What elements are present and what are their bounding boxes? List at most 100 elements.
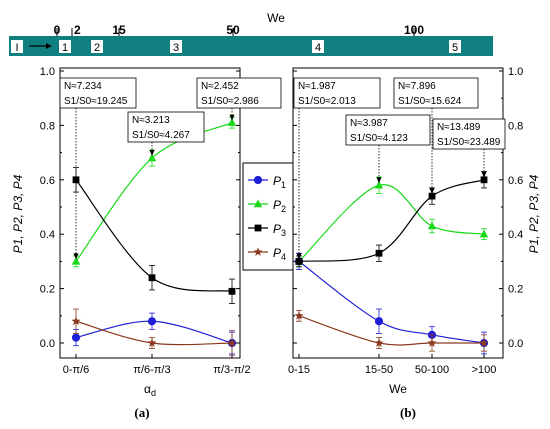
we-bar-segment-label: I: [15, 42, 18, 54]
annotation-ratio: S1/S0≈4.123: [350, 133, 408, 144]
we-bar-segment-box: [91, 40, 103, 53]
legend-label-p4: P4: [273, 246, 286, 262]
we-bar-tick-label: 100: [404, 23, 424, 37]
legend-marker-p2: [253, 199, 263, 208]
x-tick-label: 15-50: [365, 364, 393, 376]
annotation-arrowhead: [481, 171, 487, 178]
panel-a: 0.0 0.2 0.4 0.6 0.8 1.0 0-π/6 π/6-π/3 π/3-π/2 P1…: [11, 66, 282, 420]
annotation-n: N≈3.213: [132, 115, 170, 126]
annotation-box: [59, 77, 137, 109]
series-line-p2: [298, 184, 485, 262]
we-bar-band: [9, 36, 493, 56]
legend-label-p1: P1: [273, 174, 286, 190]
annotation-n: N≈2.452: [201, 81, 239, 92]
annotation-n: N≈3.987: [350, 118, 388, 129]
data-point-p4: [427, 338, 437, 347]
data-point-p1: [147, 317, 157, 326]
panel-b: 0.0 0.2 0.4 0.6 0.8 1.0 0-15 15-50 50-100 >100 P1…: [288, 66, 541, 420]
annotation-ratio: S1/S0≈2.986: [201, 96, 259, 107]
annotation-box: [393, 77, 479, 109]
data-point-p1: [71, 333, 81, 342]
panel-b-frame: [292, 67, 504, 359]
y-tick-label: 0.8: [40, 120, 55, 132]
we-bar-title: We: [267, 11, 285, 25]
data-point-p2: [147, 153, 157, 162]
y-axis-label: P1, P2, P3, P4: [527, 174, 541, 253]
annotation-box: [432, 118, 506, 150]
annotation-arrowhead: [73, 253, 79, 260]
annotation-ratio: S1/S0≈15.624: [398, 96, 462, 107]
x-tick-label: π/6-π/3: [133, 364, 170, 376]
we-bar-ticks: 0 2 15 50 100: [54, 23, 424, 56]
annotation-n: N≈13.489: [437, 122, 481, 133]
we-bar-segment-label: 4: [315, 42, 321, 54]
panel-b-xlabel: We: [389, 382, 407, 396]
y-tick-label: 0.8: [508, 120, 523, 132]
data-point-p3: [428, 192, 436, 200]
y-tick-label: 0.0: [508, 338, 523, 350]
we-bar-segment-label: 5: [452, 42, 458, 54]
annotation-ratio: S1/S0≈23.489: [437, 137, 501, 148]
annotation-n: N≈1.987: [298, 81, 336, 92]
data-point-p1: [374, 317, 384, 326]
panel-a-annotations: N≈7.234 S1/S0≈19.245 N≈3.213 S1/S0≈4.267 N≈2…: [59, 77, 282, 260]
data-point-p3: [295, 258, 303, 265]
panel-b-ylabel: P1, P2, P3, P4: [527, 174, 541, 253]
we-bar-tick-label: 15: [112, 23, 126, 37]
legend-label-p2: P2: [273, 198, 286, 214]
we-bar-segment-label: 2: [94, 42, 100, 54]
we-bar-segment-box: [59, 40, 71, 53]
we-bar-tick-label: 50: [226, 23, 240, 37]
annotation-arrowhead: [429, 188, 435, 195]
we-bar-segment-label: 3: [173, 42, 179, 54]
we-bar-segments: I 1 2 3 4 5: [11, 40, 461, 54]
we-bar-tick-label: 0: [54, 23, 61, 37]
panel-a-axes: 0.0 0.2 0.4 0.6 0.8 1.0 0-π/6 π/6-π/3 π/3-π/2: [40, 66, 251, 376]
annotation-box: [127, 111, 205, 143]
data-point-p3: [480, 176, 488, 184]
series-line-p3: [298, 179, 485, 262]
y-tick-label: 0.2: [508, 284, 523, 296]
panel-b-axes: 0.0 0.2 0.4 0.6 0.8 1.0 0-15 15-50 50-100 >100: [288, 66, 523, 376]
y-tick-label: 0.6: [508, 175, 523, 187]
series-line-p4: [298, 315, 484, 346]
data-point-p3: [148, 274, 156, 282]
panel-b-series: [294, 171, 489, 355]
y-tick-label: 0.6: [40, 175, 55, 187]
legend-marker-p4: [253, 247, 263, 256]
annotation-ratio: S1/S0≈19.245: [64, 96, 128, 107]
data-point-p2: [479, 229, 489, 238]
panel-a-series: [71, 116, 237, 356]
y-tick-label: 1.0: [508, 66, 523, 78]
annotation-ratio: S1/S0≈4.267: [132, 130, 190, 141]
y-tick-label: 1.0: [40, 66, 55, 78]
x-tick-label: π/3-π/2: [213, 364, 250, 376]
annotation-box: [293, 77, 381, 109]
annotation-arrowhead: [149, 150, 155, 157]
we-bar-arrow-head: [46, 43, 52, 49]
panel-a-xlabel: αd: [144, 382, 156, 398]
x-tick-label: 0-π/6: [63, 364, 90, 376]
legend-marker-p1: [253, 175, 263, 185]
y-tick-label: 0.2: [40, 284, 55, 296]
annotation-box: [196, 77, 282, 109]
data-point-p2: [227, 118, 237, 126]
x-tick-label: 50-100: [415, 364, 449, 376]
annotation-box: [345, 114, 431, 146]
x-tick-label: 0-15: [288, 364, 310, 376]
we-bar-segment-box: [170, 40, 182, 53]
we-bar-segment-box: [312, 40, 324, 53]
legend-marker-p3: [254, 224, 262, 232]
y-tick-label: 0.4: [40, 229, 55, 241]
data-point-p4: [479, 338, 489, 347]
annotation-ratio: S1/S0≈2.013: [298, 96, 356, 107]
y-axis-label: P1, P2, P3, P4: [11, 174, 25, 253]
legend-label-p3: P3: [273, 222, 286, 238]
data-point-p3: [72, 176, 80, 184]
data-point-p4: [227, 338, 237, 347]
annotation-n: N≈7.234: [64, 81, 102, 92]
series-line-p2: [75, 122, 233, 262]
data-point-p3: [375, 249, 383, 257]
we-bar-segment-box: [449, 40, 461, 53]
